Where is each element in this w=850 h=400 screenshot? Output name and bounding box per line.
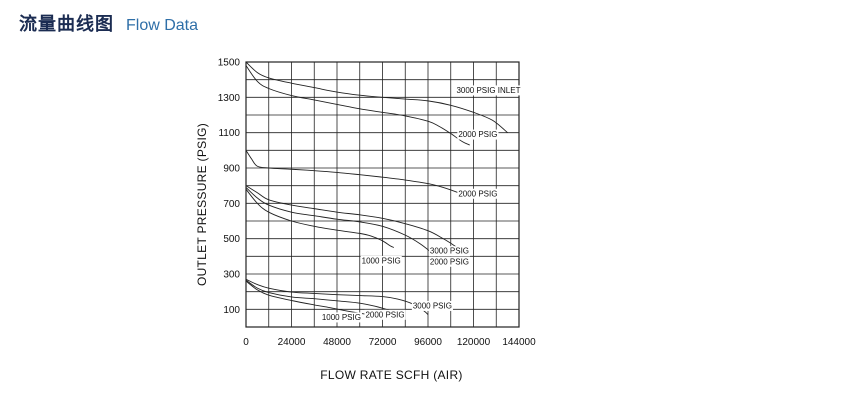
curve-label: 1000 PSIG bbox=[362, 256, 401, 265]
y-axis-title: OUTLET PRESSURE (PSIG) bbox=[195, 123, 209, 286]
page-title-english: Flow Data bbox=[126, 17, 199, 34]
x-tick-label: 96000 bbox=[414, 337, 442, 348]
curve-label: 3000 PSIG bbox=[430, 247, 469, 256]
x-tick-label: 0 bbox=[243, 337, 249, 348]
curve-label-background bbox=[411, 300, 453, 311]
chart-series bbox=[245, 61, 508, 317]
series-line-1 bbox=[245, 61, 508, 134]
page-header: 流量曲线图 Flow Data bbox=[19, 10, 198, 36]
curve-label: 3000 PSIG INLET bbox=[456, 86, 520, 95]
y-tick-label: 100 bbox=[223, 305, 240, 316]
x-tick-label: 120000 bbox=[457, 337, 491, 348]
y-tick-label: 500 bbox=[223, 234, 240, 245]
x-tick-label: 48000 bbox=[323, 337, 351, 348]
curve-label-background bbox=[428, 256, 471, 267]
series-line-5 bbox=[245, 187, 440, 260]
x-tick-label: 144000 bbox=[502, 337, 536, 348]
curve-label-background bbox=[364, 309, 406, 320]
series-line-2 bbox=[245, 65, 470, 146]
curve-label-background bbox=[428, 246, 471, 257]
series-line-3 bbox=[245, 150, 467, 197]
curve-label: 3000 PSIG bbox=[413, 301, 452, 310]
y-tick-label: 1300 bbox=[218, 93, 241, 104]
y-tick-label: 300 bbox=[223, 270, 240, 281]
curve-label: 2000 PSIG bbox=[458, 189, 497, 198]
curve-label-background bbox=[320, 312, 362, 323]
curve-label: 2000 PSIG bbox=[365, 310, 404, 319]
curve-label-background bbox=[360, 255, 402, 266]
y-tick-label: 900 bbox=[223, 164, 240, 175]
x-tick-label: 24000 bbox=[278, 337, 306, 348]
y-tick-label: 1100 bbox=[218, 128, 240, 139]
curve-label: 1000 PSIG bbox=[322, 313, 361, 322]
series-line-6 bbox=[245, 188, 395, 248]
chart-ticks: 0 24000 48000 72000 96000 120000 144000 100 300 5… bbox=[218, 58, 536, 349]
series-line-4 bbox=[245, 185, 463, 252]
y-tick-label: 1500 bbox=[218, 58, 241, 69]
curve-label: 2000 PSIG bbox=[430, 257, 469, 266]
curve-label: 2000 PSIG bbox=[458, 130, 497, 139]
page-title-chinese: 流量曲线图 bbox=[19, 14, 114, 35]
curve-label-background bbox=[455, 85, 522, 96]
plot-frame bbox=[245, 61, 520, 328]
x-tick-label: 72000 bbox=[369, 337, 397, 348]
curve-label-background bbox=[457, 188, 499, 199]
x-axis-title: FLOW RATE SCFH (AIR) bbox=[320, 368, 462, 382]
curve-label-background bbox=[457, 129, 499, 140]
y-tick-label: 700 bbox=[223, 199, 240, 210]
